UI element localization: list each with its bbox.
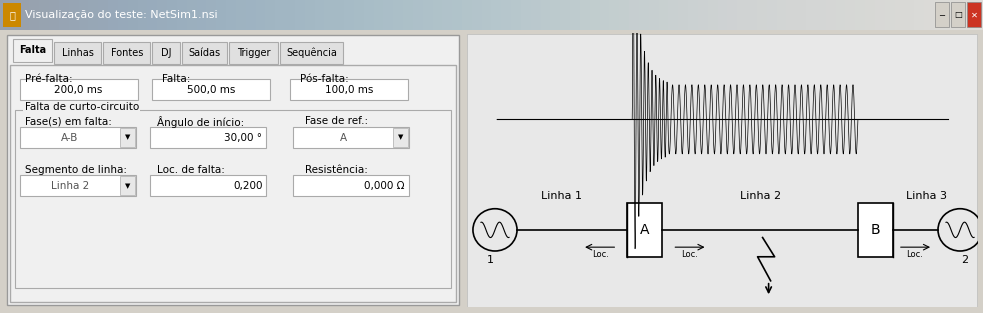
FancyBboxPatch shape [120, 128, 135, 147]
FancyBboxPatch shape [393, 128, 408, 147]
FancyBboxPatch shape [152, 79, 270, 100]
Text: A: A [640, 223, 650, 237]
FancyBboxPatch shape [20, 79, 138, 100]
Text: 0,000 Ω: 0,000 Ω [365, 181, 405, 191]
FancyBboxPatch shape [951, 3, 965, 27]
FancyBboxPatch shape [967, 3, 981, 27]
FancyBboxPatch shape [150, 127, 266, 148]
FancyBboxPatch shape [20, 175, 136, 196]
Text: Loc.: Loc. [681, 250, 698, 259]
Text: 1: 1 [487, 255, 493, 265]
Text: 0,200: 0,200 [233, 181, 262, 191]
Text: Linha 2: Linha 2 [739, 191, 781, 201]
Text: 100,0 ms: 100,0 ms [324, 85, 374, 95]
Text: Pré-falta:: Pré-falta: [25, 74, 72, 84]
FancyBboxPatch shape [627, 203, 663, 257]
FancyBboxPatch shape [54, 43, 101, 64]
Text: Linha 1: Linha 1 [541, 191, 582, 201]
Text: Fase(s) em falta:: Fase(s) em falta: [25, 116, 111, 126]
Text: ✕: ✕ [970, 10, 977, 19]
FancyBboxPatch shape [467, 34, 977, 307]
Text: Linhas: Linhas [62, 48, 93, 58]
Text: ▼: ▼ [125, 183, 131, 189]
FancyBboxPatch shape [20, 127, 136, 148]
Text: 🖹: 🖹 [9, 10, 15, 20]
Text: Loc.: Loc. [592, 250, 608, 259]
FancyBboxPatch shape [150, 175, 266, 196]
Text: Loc. de falta:: Loc. de falta: [157, 165, 225, 175]
FancyBboxPatch shape [10, 64, 456, 302]
FancyBboxPatch shape [7, 35, 459, 305]
FancyBboxPatch shape [15, 110, 451, 288]
FancyBboxPatch shape [120, 176, 135, 195]
Text: ─: ─ [940, 10, 945, 19]
Text: DJ: DJ [161, 48, 171, 58]
FancyBboxPatch shape [280, 43, 343, 64]
Text: Visualização do teste: NetSim1.nsi: Visualização do teste: NetSim1.nsi [25, 10, 217, 20]
Text: Pós-falta:: Pós-falta: [300, 74, 349, 84]
Text: Falta: Falta [19, 45, 46, 55]
Text: Fontes: Fontes [111, 48, 143, 58]
Text: ▼: ▼ [398, 135, 404, 141]
Text: 2: 2 [961, 255, 968, 265]
FancyBboxPatch shape [229, 43, 278, 64]
Text: Linha 2: Linha 2 [51, 181, 88, 191]
Text: ▼: ▼ [125, 135, 131, 141]
Text: Sequência: Sequência [286, 48, 337, 58]
Text: Falta de curto-circuito: Falta de curto-circuito [25, 102, 139, 112]
Text: Resistência:: Resistência: [305, 165, 368, 175]
FancyBboxPatch shape [152, 43, 180, 64]
Text: Saídas: Saídas [189, 48, 220, 58]
Text: 200,0 ms: 200,0 ms [54, 85, 103, 95]
FancyBboxPatch shape [13, 38, 52, 62]
FancyBboxPatch shape [858, 203, 893, 257]
Text: Linha 3: Linha 3 [906, 191, 947, 201]
Bar [3, 3, 21, 27]
Text: Trigger: Trigger [237, 48, 270, 58]
FancyBboxPatch shape [293, 175, 409, 196]
Text: Fase de ref.:: Fase de ref.: [305, 116, 368, 126]
Text: B: B [871, 223, 880, 237]
Text: Segmento de linha:: Segmento de linha: [25, 165, 127, 175]
Text: Loc.: Loc. [906, 250, 923, 259]
Text: Falta:: Falta: [162, 74, 191, 84]
FancyBboxPatch shape [290, 79, 408, 100]
Text: 30,00 °: 30,00 ° [224, 133, 262, 143]
Text: A: A [339, 133, 347, 143]
Text: □: □ [954, 10, 962, 19]
Text: Ângulo de início:: Ângulo de início: [157, 116, 245, 128]
FancyBboxPatch shape [935, 3, 949, 27]
Text: A-B: A-B [61, 133, 79, 143]
FancyBboxPatch shape [293, 127, 409, 148]
FancyBboxPatch shape [182, 43, 227, 64]
FancyBboxPatch shape [103, 43, 150, 64]
Text: 500,0 ms: 500,0 ms [187, 85, 236, 95]
